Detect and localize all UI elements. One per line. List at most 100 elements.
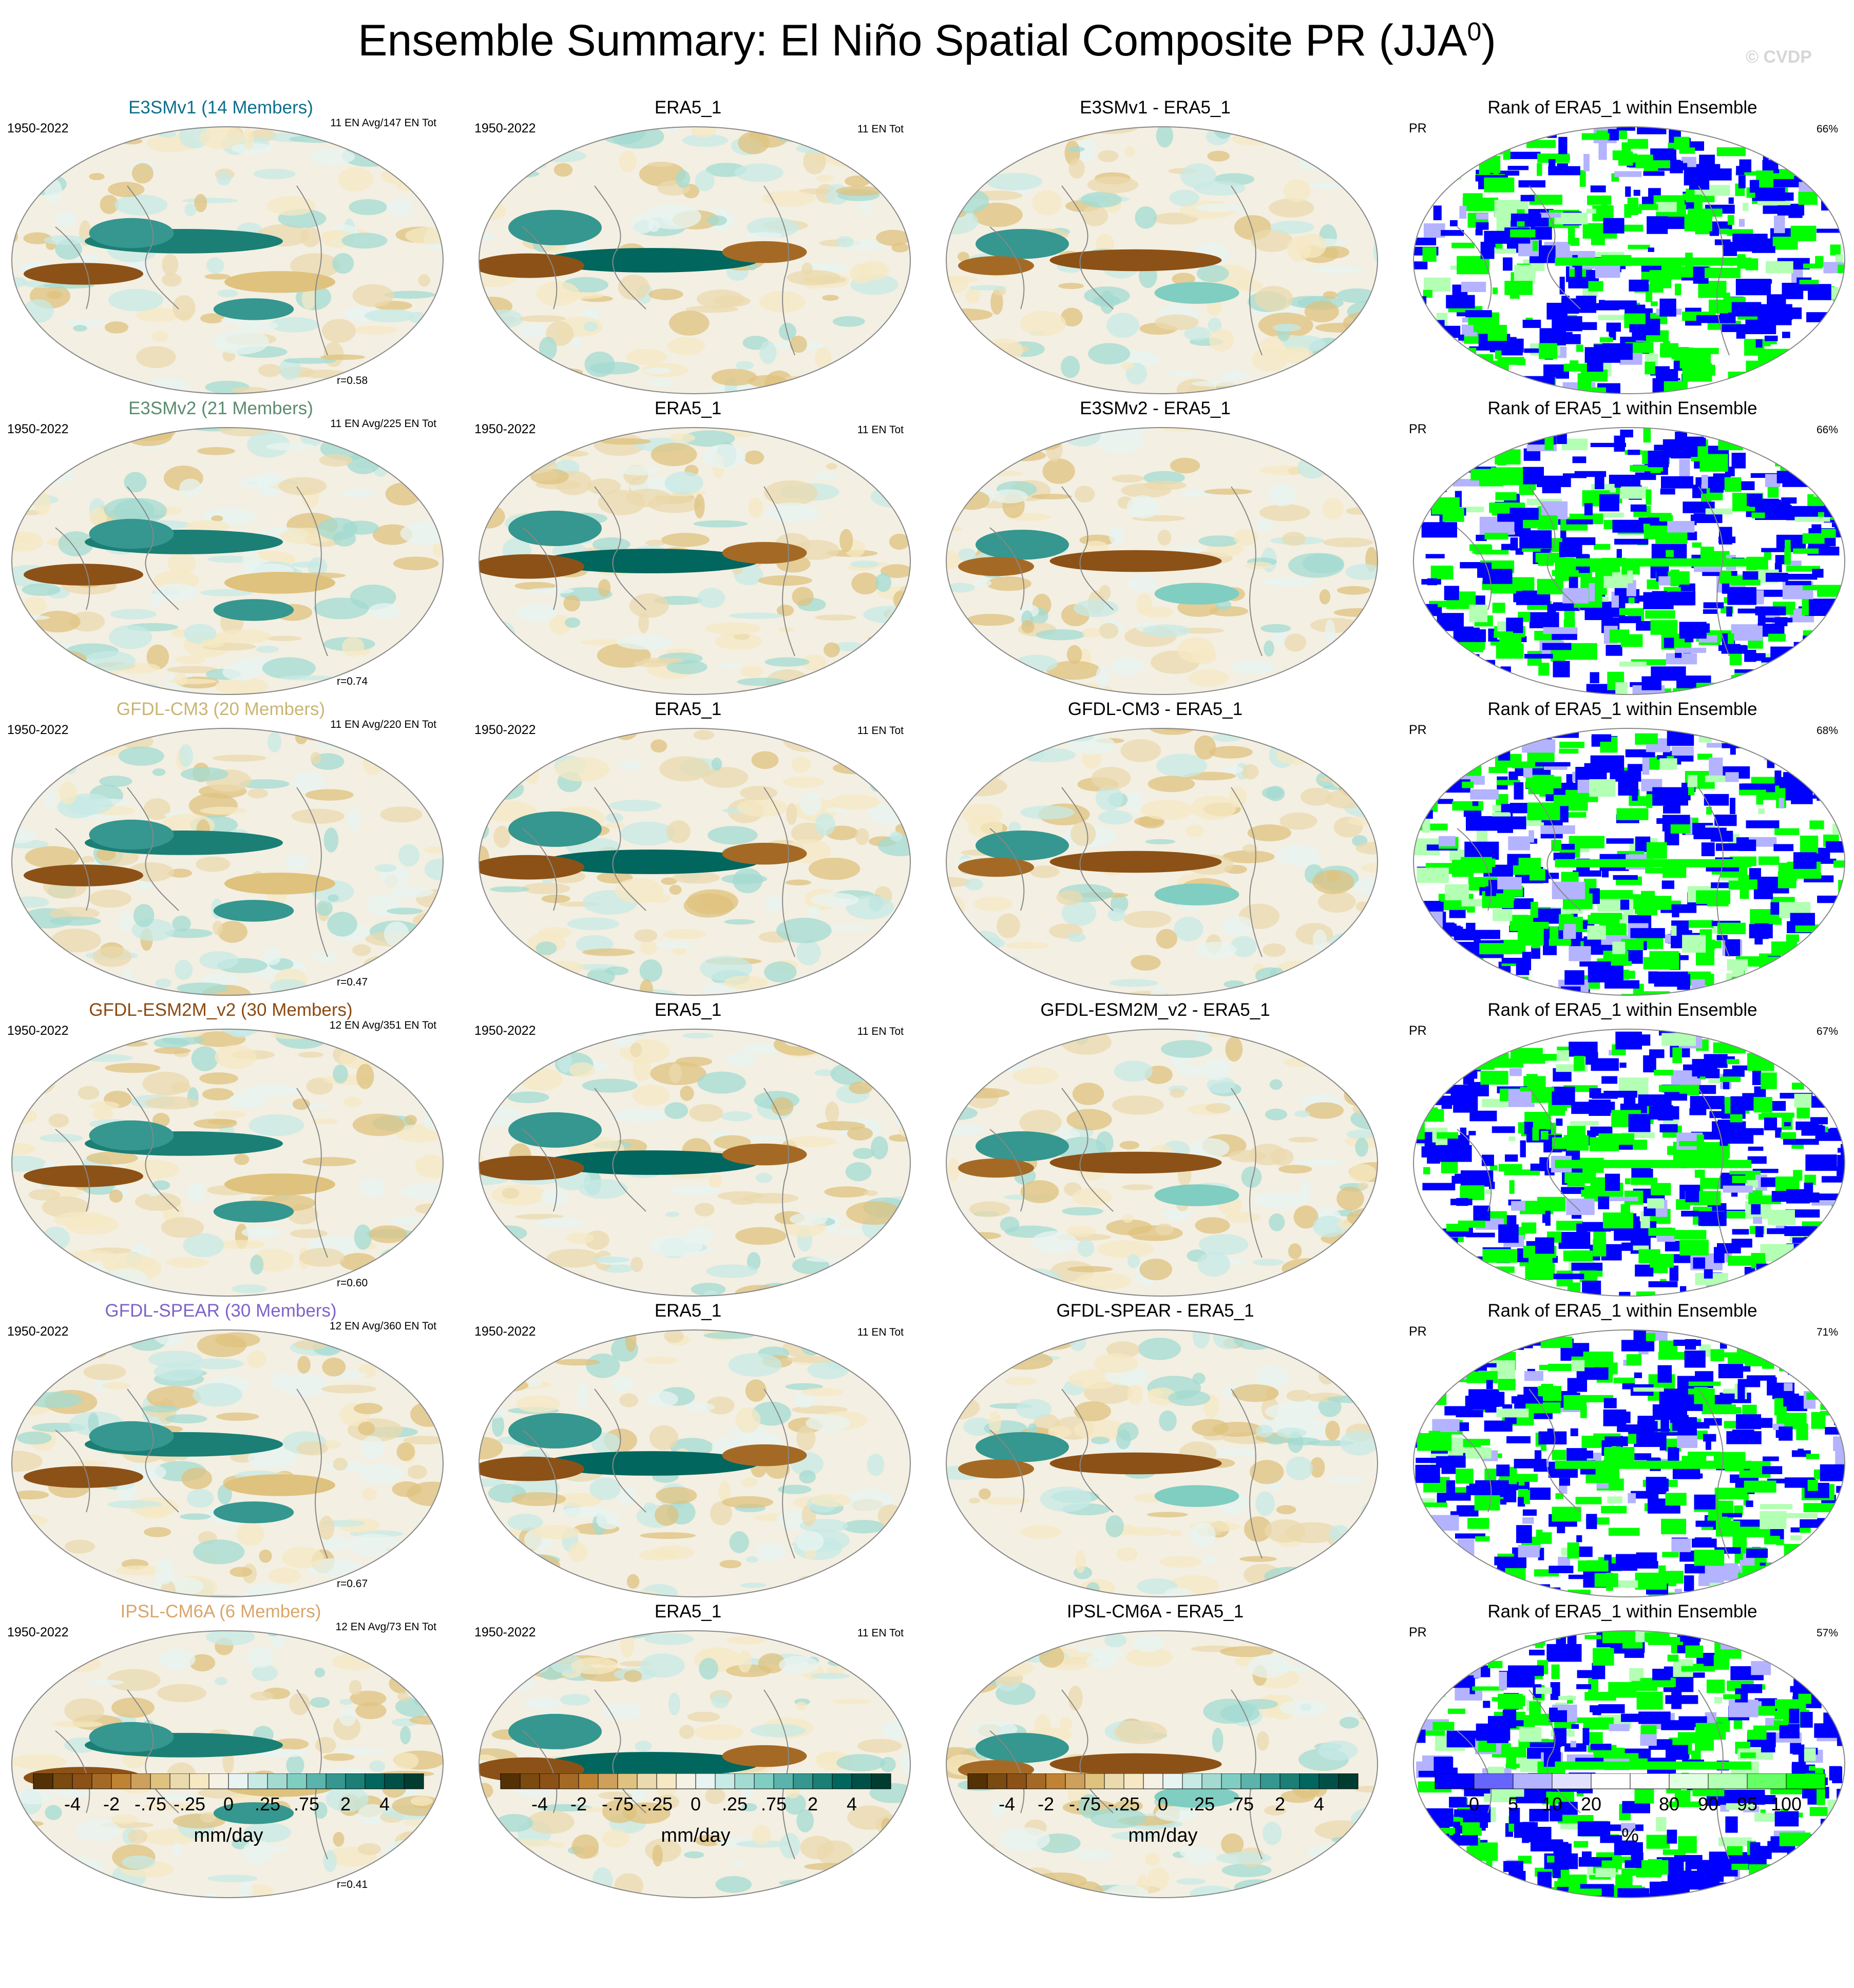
anomaly-blob [108,182,145,197]
rank-cell [1709,1582,1744,1596]
anomaly-blob [479,1591,507,1597]
anomaly-blob [131,163,154,184]
rank-cell [1492,812,1511,817]
anomaly-blob [436,1553,443,1566]
rank-cell [1816,651,1835,657]
anomaly-blob [796,940,821,966]
anomaly-blob [877,166,906,173]
anomaly-blob [146,1386,201,1409]
rank-cell [1633,189,1640,196]
anomaly-blob [102,1330,132,1333]
anomaly-blob [487,1225,527,1242]
rank-cell [1837,1571,1845,1579]
rank-cell [1669,900,1681,907]
rank-cell [1637,909,1657,916]
rank-cell [1606,322,1621,332]
anomaly-blob [479,504,493,513]
equatorial-anomaly [508,811,602,847]
anomaly-blob [1352,1248,1378,1266]
rank-cell [1672,746,1694,756]
equatorial-anomaly [508,209,602,245]
equatorial-anomaly [224,1173,335,1195]
anomaly-blob [1116,1547,1138,1561]
anomaly-blob [1077,1239,1095,1257]
anomaly-blob [970,437,1009,443]
anomaly-blob [878,648,909,671]
anomaly-blob [693,520,748,528]
anomaly-blob [392,376,417,393]
anomaly-blob [479,1276,509,1296]
rank-cell [1842,127,1845,141]
anomaly-blob [703,444,746,469]
anomaly-blob [1048,1426,1072,1438]
rank-cell [1819,127,1845,138]
anomaly-blob [552,382,592,394]
rank-cell [1461,965,1473,981]
rank-cell [1514,782,1524,800]
coastlines [55,486,328,657]
rank-cell [1413,445,1435,456]
rank-cell [1507,166,1529,170]
coastlines [55,787,328,957]
anomaly-blob [744,232,782,239]
rank-cell [1786,573,1818,580]
anomaly-blob [1071,821,1096,846]
panel-right-label: 66% [1816,123,1838,135]
anomaly-blob [22,583,61,596]
rank-cell [1815,141,1822,156]
anomaly-blob [269,317,319,333]
anomaly-blob [73,1460,107,1466]
anomaly-blob [1082,205,1108,226]
rank-cell [1469,346,1495,351]
rank-cell [1798,191,1818,205]
anomaly-blob [1350,1243,1378,1264]
anomaly-blob [835,1045,851,1052]
anomaly-blob [667,1186,719,1195]
anomaly-blob [880,564,910,578]
coastlines [989,486,1263,657]
rank-cell [1650,521,1670,526]
anomaly-blob [12,1108,37,1124]
anomaly-blob [567,917,620,931]
rank-cell [1415,337,1447,343]
anomaly-blob [166,1258,209,1268]
anomaly-blob [22,681,77,689]
anomaly-blob [479,729,527,752]
anomaly-blob [847,1127,873,1141]
anomaly-blob [66,1590,102,1597]
anomaly-blob [318,1516,335,1540]
equatorial-anomaly [543,850,759,874]
anomaly-blob [836,236,854,248]
rank-cell [1793,736,1808,754]
rank-cell [1633,1387,1664,1392]
rank-cell [1833,1588,1845,1595]
rank-cell [1773,215,1785,234]
rank-cell [1621,1340,1655,1352]
anomaly-blob [952,958,970,976]
rank-cell [1628,1114,1651,1132]
rank-cell [1752,1282,1777,1296]
rank-cell [1484,1420,1513,1432]
rank-cell [1840,379,1845,387]
rank-cell [1771,692,1777,694]
anomaly-blob [480,964,494,975]
anomaly-blob [1020,1180,1059,1203]
anomaly-blob [393,1580,413,1597]
rank-cell [1761,1072,1777,1089]
anomaly-blob [1172,273,1196,285]
rank-cell [1504,434,1526,440]
rank-cell [1456,1469,1474,1484]
rank-cell [1532,1127,1539,1141]
rank-cell [1698,1211,1727,1226]
equatorial-anomaly [224,271,335,293]
rank-cell [1784,1122,1791,1127]
map-border [479,427,911,695]
anomaly-blob [1308,182,1345,189]
rank-cell [1657,1217,1666,1224]
anomaly-blob [1021,620,1035,633]
anomaly-blob [879,1056,910,1064]
rank-cell [1554,213,1588,224]
anomaly-blob [880,160,910,178]
rank-cell [1764,1116,1777,1131]
anomaly-blob [391,886,434,898]
